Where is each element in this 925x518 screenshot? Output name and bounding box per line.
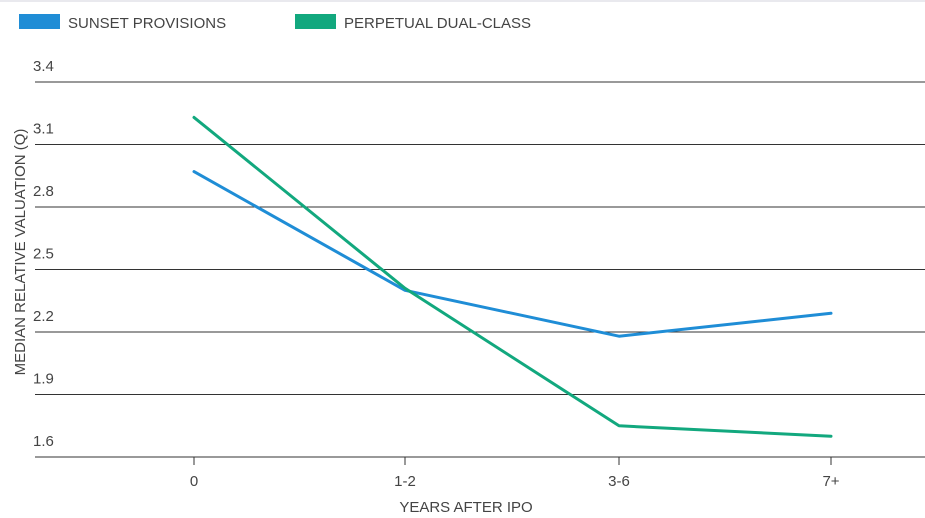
x-tick-label: 3-6 [608, 473, 630, 490]
x-tick-label: 1-2 [394, 473, 416, 490]
y-tick-label: 2.5 [33, 246, 54, 263]
legend-swatch [19, 14, 60, 29]
x-axis: 0 1-2 3-6 7+ [190, 457, 840, 490]
legend: SUNSET PROVISIONS PERPETUAL DUAL-CLASS [19, 14, 531, 32]
series-line [192, 115, 833, 438]
y-tick-label: 2.8 [33, 183, 54, 200]
grid-lines [35, 81, 925, 458]
y-tick-label: 1.6 [33, 433, 54, 450]
y-tick-label: 2.2 [33, 308, 54, 325]
series-lines [192, 115, 833, 438]
x-axis-label: YEARS AFTER IPO [399, 499, 532, 516]
y-axis-label: MEDIAN RELATIVE VALUATION (Q) [12, 129, 29, 376]
legend-swatch [295, 14, 336, 29]
top-divider [0, 0, 925, 2]
y-tick-label: 3.1 [33, 121, 54, 138]
y-tick-label: 1.9 [33, 371, 54, 388]
y-tick-label: 3.4 [33, 58, 54, 75]
x-tick-label: 0 [190, 473, 198, 490]
series-line [192, 170, 833, 338]
x-tick-label: 7+ [822, 473, 839, 490]
y-axis-ticks: 3.4 3.1 2.8 2.5 2.2 1.9 1.6 [33, 58, 54, 450]
legend-label: PERPETUAL DUAL-CLASS [344, 15, 531, 32]
legend-label: SUNSET PROVISIONS [68, 15, 226, 32]
